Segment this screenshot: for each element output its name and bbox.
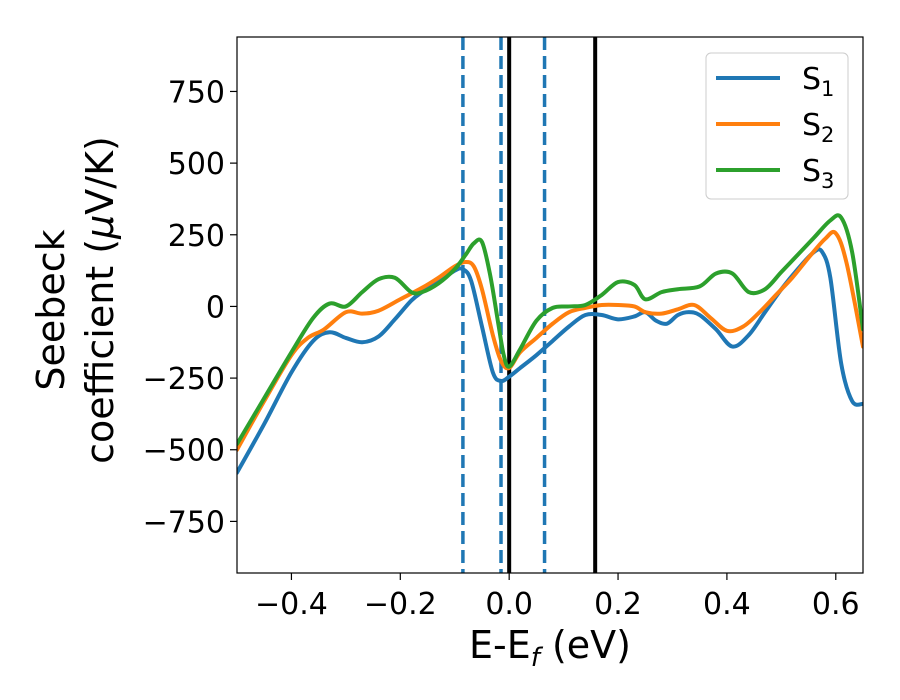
y-tick-label: 500 (168, 147, 225, 182)
y-tick-label: −250 (143, 362, 225, 397)
x-tick-label: −0.2 (364, 587, 437, 622)
x-tick-label: 0.0 (485, 587, 533, 622)
legend-label-s2: S2 (802, 108, 834, 147)
x-axis-title-main: E-E (469, 623, 531, 667)
y-axis-title-line2: coefficient (μV/K) (78, 136, 122, 464)
x-axis-title: E-Ef (eV) (469, 623, 631, 673)
series-lines (237, 213, 863, 475)
legend: S1 S2 S3 (705, 52, 849, 200)
x-tick-label: 0.2 (594, 587, 642, 622)
legend-label-s1: S1 (802, 62, 834, 101)
y-tick-label: 250 (168, 219, 225, 254)
y-axis-ticks: −750 −500 −250 0 250 500 750 (143, 75, 237, 540)
y-axis-title-mu: μ (78, 215, 122, 240)
x-axis-ticks: −0.4 −0.2 0.0 0.2 0.4 0.6 (255, 573, 860, 622)
y-axis-title-line1: Seebeck (29, 229, 73, 390)
y-tick-label: −750 (143, 505, 225, 540)
y-tick-label: −500 (143, 434, 225, 469)
y-axis-title-suffix: V/K) (78, 136, 122, 215)
series-line-s3 (237, 213, 863, 447)
y-tick-label: 750 (168, 75, 225, 110)
legend-label-s3: S3 (802, 154, 834, 193)
series-line-s2 (237, 230, 863, 452)
x-tick-label: 0.4 (703, 587, 751, 622)
x-axis-title-unit: (eV) (540, 623, 631, 667)
y-tick-label: 0 (206, 290, 225, 325)
x-tick-label: −0.4 (255, 587, 328, 622)
plot-frame (236, 36, 864, 574)
y-axis-title-prefix: coefficient ( (78, 239, 122, 464)
x-tick-label: 0.6 (812, 587, 860, 622)
